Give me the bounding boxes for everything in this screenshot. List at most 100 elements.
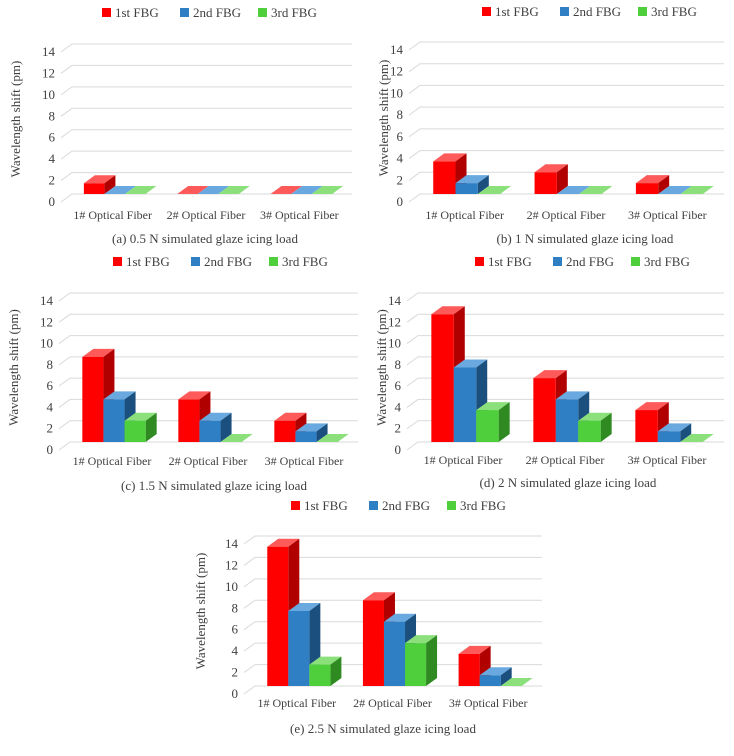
bar-top-face bbox=[218, 186, 250, 194]
legend-swatch bbox=[631, 257, 640, 266]
gridline bbox=[408, 171, 724, 181]
bar bbox=[218, 186, 250, 194]
legend-label: 3rd FBG bbox=[651, 4, 697, 19]
bar bbox=[500, 678, 533, 686]
gridlines bbox=[408, 41, 724, 203]
bar-front-face bbox=[431, 314, 454, 442]
y-tick-label: 10 bbox=[40, 336, 53, 351]
y-tick-label: 2 bbox=[49, 173, 56, 188]
bar-top-face bbox=[311, 186, 344, 194]
y-tick-label: 6 bbox=[49, 130, 56, 145]
bar-top-face bbox=[477, 186, 512, 194]
bar-side-face bbox=[145, 412, 157, 442]
bar-top-face bbox=[178, 391, 211, 400]
gridlines bbox=[60, 43, 352, 203]
legend: 1st FBG 2nd FBG 3rd FBG bbox=[113, 254, 328, 269]
gridline bbox=[60, 172, 352, 181]
bar-top-face bbox=[309, 656, 342, 665]
bar-side-face bbox=[330, 656, 342, 686]
bar-front-face bbox=[383, 621, 406, 686]
bar-front-face bbox=[534, 172, 557, 194]
y-tick-label: 10 bbox=[388, 336, 401, 351]
gridline bbox=[58, 377, 358, 387]
legend-label: 3rd FBG bbox=[644, 254, 690, 269]
bar-top-face bbox=[500, 678, 533, 686]
gridline bbox=[58, 335, 358, 344]
legend-label: 2nd FBG bbox=[382, 498, 430, 513]
legend: 1st FBG 2nd FBG 3rd FBG bbox=[475, 254, 690, 269]
bar-front-face bbox=[635, 183, 659, 194]
legend-label: 3rd FBG bbox=[271, 5, 317, 20]
bar bbox=[311, 186, 344, 194]
bar-front-face bbox=[476, 410, 499, 442]
x-category-label: 1# Optical Fiber bbox=[258, 696, 337, 710]
bar-top-face bbox=[556, 186, 591, 194]
bar-front-face bbox=[103, 399, 125, 442]
gridline bbox=[408, 193, 724, 203]
gridline bbox=[406, 398, 724, 408]
y-tick-label: 4 bbox=[47, 399, 54, 414]
gridline bbox=[408, 63, 724, 73]
gridline bbox=[406, 420, 724, 430]
bar-top-face bbox=[476, 402, 510, 411]
bar-front-face bbox=[309, 664, 331, 686]
legend-swatch bbox=[447, 501, 456, 510]
gridline bbox=[60, 43, 352, 53]
x-category-label: 3# Optical Fiber bbox=[628, 453, 707, 467]
bar-top-face bbox=[270, 186, 303, 194]
gridline bbox=[60, 193, 352, 203]
bar bbox=[220, 434, 253, 442]
bar-front-face bbox=[405, 643, 427, 686]
legend: 1st FBG 2nd FBG 3rd FBG bbox=[482, 4, 697, 19]
bar-front-face bbox=[455, 183, 478, 194]
legend-label: 3rd FBG bbox=[282, 254, 328, 269]
bar-top-face bbox=[555, 391, 590, 400]
legend: 1st FBG 2nd FBG 3rd FBG bbox=[102, 5, 317, 20]
gridline bbox=[58, 398, 358, 408]
gridline bbox=[58, 356, 358, 366]
chart-panel-e: 0 2 4 6 8 10 12 14 Wavelength shift (pm) 1# Optic… bbox=[193, 498, 542, 736]
bar bbox=[556, 186, 591, 194]
bar-top-face bbox=[534, 164, 568, 173]
legend-label: 1st FBG bbox=[304, 498, 348, 513]
bar-front-face bbox=[83, 183, 105, 194]
bar-top-face bbox=[274, 412, 307, 421]
gridline bbox=[408, 128, 724, 138]
bar-side-face bbox=[556, 164, 568, 194]
legend-swatch bbox=[291, 501, 300, 510]
bar bbox=[680, 434, 714, 442]
bar-top-face bbox=[431, 306, 465, 315]
y-tick-label: 8 bbox=[232, 600, 239, 615]
bar-side-face bbox=[104, 175, 116, 194]
legend-label: 1st FBG bbox=[488, 254, 532, 269]
x-category-label: 2# Optical Fiber bbox=[527, 208, 606, 222]
y-tick-label: 2 bbox=[47, 421, 54, 436]
bar-top-face bbox=[579, 186, 613, 194]
legend-swatch bbox=[113, 257, 122, 266]
bar-side-face bbox=[220, 412, 232, 442]
y-tick-label: 12 bbox=[40, 314, 53, 329]
bar-top-face bbox=[635, 402, 669, 411]
bar-top-face bbox=[635, 175, 670, 184]
y-tick-label: 10 bbox=[225, 579, 238, 594]
legend-swatch bbox=[180, 8, 189, 17]
y-tick-label: 14 bbox=[42, 44, 56, 59]
y-tick-label: 4 bbox=[395, 399, 402, 414]
legend-label: 1st FBG bbox=[115, 5, 159, 20]
gridline bbox=[243, 556, 542, 566]
bar bbox=[291, 186, 323, 194]
y-tick-label: 12 bbox=[42, 65, 55, 80]
bar bbox=[83, 175, 116, 194]
y-tick-label: 8 bbox=[397, 107, 404, 122]
bar bbox=[295, 423, 328, 442]
x-category-label: 2# Optical Fiber bbox=[526, 453, 605, 467]
gridline bbox=[406, 313, 724, 323]
bar-top-face bbox=[455, 175, 489, 184]
bar-top-face bbox=[103, 391, 136, 400]
bar-front-face bbox=[267, 546, 289, 686]
x-category-label: 3# Optical Fiber bbox=[449, 696, 528, 710]
panel-caption: (e) 2.5 N simulated glaze icing load bbox=[290, 721, 476, 736]
gridline bbox=[406, 335, 724, 344]
gridline bbox=[58, 441, 358, 451]
